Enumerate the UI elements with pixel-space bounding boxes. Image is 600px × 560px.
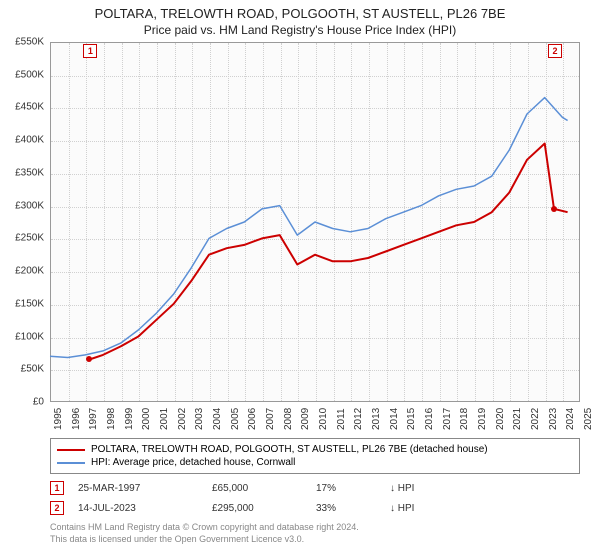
legend-item: POLTARA, TRELOWTH ROAD, POLGOOTH, ST AUS… xyxy=(57,443,573,456)
footer-line-1: Contains HM Land Registry data © Crown c… xyxy=(50,522,580,534)
x-axis-label: 2012 xyxy=(353,408,364,430)
legend: POLTARA, TRELOWTH ROAD, POLGOOTH, ST AUS… xyxy=(50,438,580,474)
marker-dot xyxy=(86,356,92,362)
x-axis-label: 2013 xyxy=(371,408,382,430)
x-axis-label: 2025 xyxy=(583,408,594,430)
y-axis-label: £150K xyxy=(15,298,44,309)
x-axis-label: 2001 xyxy=(159,408,170,430)
y-axis-label: £250K xyxy=(15,233,44,244)
x-axis-label: 1995 xyxy=(53,408,64,430)
marker-dot xyxy=(551,206,557,212)
y-axis-label: £400K xyxy=(15,135,44,146)
transaction-delta: ↓ HPI xyxy=(390,483,414,494)
transaction-date: 14-JUL-2023 xyxy=(78,503,198,514)
y-axis-label: £100K xyxy=(15,331,44,342)
y-axis-label: £500K xyxy=(15,69,44,80)
transaction-date: 25-MAR-1997 xyxy=(78,483,198,494)
y-axis-label: £200K xyxy=(15,266,44,277)
x-axis-label: 1997 xyxy=(88,408,99,430)
series-line-hpi xyxy=(50,98,568,358)
transaction-price: £65,000 xyxy=(212,483,302,494)
transaction-pct: 17% xyxy=(316,483,376,494)
transaction-row: 1 25-MAR-1997 £65,000 17% ↓ HPI xyxy=(50,478,580,498)
y-axis-label: £450K xyxy=(15,102,44,113)
x-axis-label: 2011 xyxy=(336,408,347,430)
chart-title: POLTARA, TRELOWTH ROAD, POLGOOTH, ST AUS… xyxy=(0,0,600,21)
marker-label: 2 xyxy=(548,44,562,58)
y-axis-label: £550K xyxy=(15,37,44,48)
x-axis-label: 2023 xyxy=(548,408,559,430)
x-axis-label: 2005 xyxy=(230,408,241,430)
y-axis-label: £300K xyxy=(15,200,44,211)
x-axis-label: 2003 xyxy=(194,408,205,430)
x-axis-label: 2006 xyxy=(247,408,258,430)
x-axis-label: 2022 xyxy=(530,408,541,430)
x-axis-label: 2000 xyxy=(141,408,152,430)
x-axis-label: 2007 xyxy=(265,408,276,430)
transaction-row: 2 14-JUL-2023 £295,000 33% ↓ HPI xyxy=(50,498,580,518)
x-axis-label: 2016 xyxy=(424,408,435,430)
x-axis-label: 2017 xyxy=(442,408,453,430)
chart-subtitle: Price paid vs. HM Land Registry's House … xyxy=(0,21,600,41)
legend-swatch xyxy=(57,462,85,464)
transaction-table: 1 25-MAR-1997 £65,000 17% ↓ HPI 2 14-JUL-2023 £… xyxy=(50,478,580,518)
x-axis-label: 2002 xyxy=(177,408,188,430)
x-axis-label: 2015 xyxy=(406,408,417,430)
transaction-delta: ↓ HPI xyxy=(390,503,414,514)
y-axis-label: £0 xyxy=(33,397,44,408)
legend-swatch xyxy=(57,449,85,451)
transaction-pct: 33% xyxy=(316,503,376,514)
legend-label: HPI: Average price, detached house, Corn… xyxy=(91,457,295,468)
x-axis-label: 2009 xyxy=(300,408,311,430)
legend-item: HPI: Average price, detached house, Corn… xyxy=(57,456,573,469)
legend-label: POLTARA, TRELOWTH ROAD, POLGOOTH, ST AUS… xyxy=(91,444,488,455)
chart-lines xyxy=(50,42,580,402)
x-axis-label: 2021 xyxy=(512,408,523,430)
chart-area: £0£50K£100K£150K£200K£250K£300K£350K£400… xyxy=(50,42,580,402)
marker-label: 1 xyxy=(83,44,97,58)
x-axis-label: 2008 xyxy=(283,408,294,430)
x-axis-label: 1998 xyxy=(106,408,117,430)
y-axis-label: £50K xyxy=(21,364,44,375)
x-axis-label: 2020 xyxy=(495,408,506,430)
footer-attribution: Contains HM Land Registry data © Crown c… xyxy=(50,522,580,545)
x-axis-label: 2014 xyxy=(389,408,400,430)
transaction-marker: 1 xyxy=(50,481,64,495)
transaction-marker: 2 xyxy=(50,501,64,515)
footer-line-2: This data is licensed under the Open Gov… xyxy=(50,534,580,546)
x-axis-label: 1996 xyxy=(71,408,82,430)
x-axis-label: 2019 xyxy=(477,408,488,430)
x-axis-label: 1999 xyxy=(124,408,135,430)
x-axis-label: 2024 xyxy=(565,408,576,430)
transaction-price: £295,000 xyxy=(212,503,302,514)
x-axis-label: 2004 xyxy=(212,408,223,430)
series-line-price_paid xyxy=(89,144,567,360)
x-axis-label: 2018 xyxy=(459,408,470,430)
y-axis-label: £350K xyxy=(15,167,44,178)
x-axis-label: 2010 xyxy=(318,408,329,430)
